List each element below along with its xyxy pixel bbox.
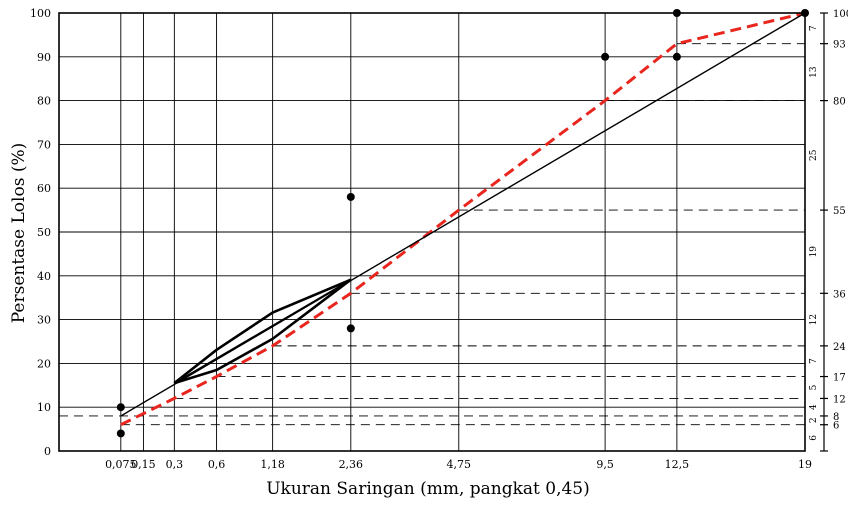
y-tick-label: 90 (37, 51, 51, 64)
data-point (672, 52, 681, 61)
x-tick-label: 4,75 (447, 458, 472, 471)
right-increment-label: 2 (809, 417, 819, 423)
right-increment-label: 7 (809, 358, 819, 364)
x-tick-label: 1,18 (260, 458, 285, 471)
data-point (346, 192, 355, 201)
series-line-red-dashed (120, 11, 806, 427)
data-point (116, 403, 125, 412)
data-point (601, 52, 610, 61)
y-tick-label: 70 (37, 138, 51, 151)
y-tick-label: 20 (37, 357, 51, 370)
series-line-black-thin (173, 279, 352, 384)
series-line-black-thick (173, 278, 352, 385)
plot-frame (58, 12, 806, 452)
right-axis-label: 80 (833, 97, 846, 108)
right-axis-label: 93 (833, 40, 846, 51)
right-increment-label: 19 (809, 246, 819, 258)
right-axis-label: 100 (833, 9, 848, 20)
y-axis-title: Persentase Lolos (%) (9, 143, 29, 324)
x-tick-label: 19 (798, 458, 812, 471)
plot-border (58, 12, 806, 452)
series-line-black-thin (120, 12, 806, 417)
y-tick-label: 60 (37, 182, 51, 195)
series-lines (120, 11, 806, 427)
x-tick-label: 12,5 (665, 458, 690, 471)
right-increment-label: 25 (809, 149, 819, 161)
right-axis: 100938055362417128671325191275426 (809, 9, 848, 452)
x-tick-label: 2,36 (339, 458, 364, 471)
x-tick-label: 0,075 (105, 458, 137, 471)
x-tick-label: 9,5 (596, 458, 614, 471)
right-increment-label: 4 (809, 404, 819, 410)
y-tick-label: 0 (44, 445, 51, 458)
right-axis-label: 24 (833, 342, 846, 353)
right-axis-label: 36 (833, 289, 846, 300)
y-tick-label: 100 (30, 7, 51, 20)
data-point (116, 429, 125, 438)
right-axis-label: 12 (833, 394, 846, 405)
y-tick-label: 40 (37, 270, 51, 283)
y-tick-label: 80 (37, 95, 51, 108)
right-increment-label: 6 (809, 435, 819, 441)
right-increment-label: 12 (809, 314, 819, 325)
x-tick-label: 0,3 (166, 458, 184, 471)
x-axis-title: Ukuran Saringan (mm, pangkat 0,45) (266, 479, 590, 499)
right-axis-label: 6 (833, 421, 839, 432)
right-increment-label: 13 (809, 66, 819, 78)
right-axis-label: 17 (833, 373, 846, 384)
y-tick-label: 30 (37, 314, 51, 327)
right-increment-label: 7 (809, 25, 819, 31)
right-increment-label: 5 (809, 384, 819, 390)
data-point (346, 324, 355, 333)
x-tick-label: 0,15 (131, 458, 156, 471)
y-tick-label: 50 (37, 226, 51, 239)
dashed-reference-lines (59, 43, 805, 426)
series-line-black-thick (173, 278, 352, 385)
right-axis-label: 8 (833, 412, 839, 423)
right-axis-label: 55 (833, 206, 846, 217)
y-tick-label: 10 (37, 401, 51, 414)
x-tick-label: 0,6 (208, 458, 226, 471)
